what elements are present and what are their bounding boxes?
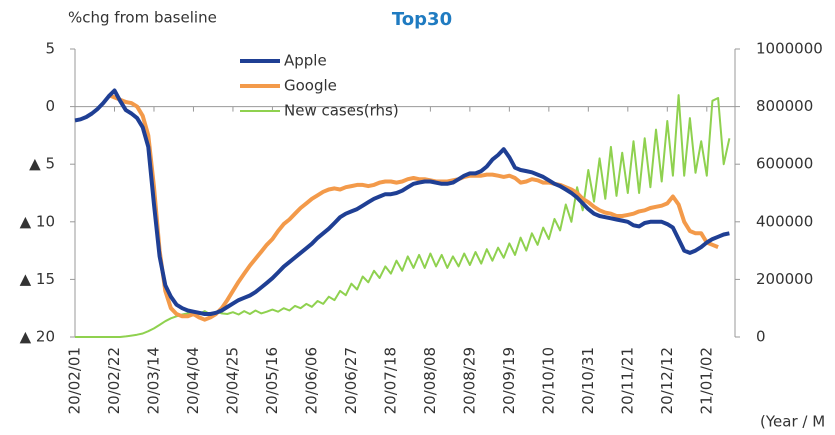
x-tick-label: 20/04/25 (223, 347, 241, 414)
y2-tick-label: 0 (756, 328, 766, 346)
x-tick-label: 20/10/10 (539, 347, 557, 414)
annotation: (Year / M (760, 413, 825, 431)
y-tick-label: ▲ 10 (20, 212, 55, 230)
x-tick-label: 20/08/08 (421, 347, 439, 414)
legend-label: New cases(rhs) (284, 102, 399, 120)
x-tick-label: 20/05/16 (263, 347, 281, 414)
legend-label: Google (284, 77, 337, 95)
y2-tick-label: 200000 (756, 270, 813, 288)
y2-tick-label: 1000000 (756, 40, 823, 58)
x-tick-label: 20/04/04 (184, 347, 202, 414)
y-tick-label: 5 (45, 40, 55, 58)
y2-tick-label: 600000 (756, 155, 813, 173)
chart-title: Top30 (392, 9, 452, 30)
x-tick-label: 20/10/31 (579, 347, 597, 414)
x-tick-label: 20/12/12 (658, 347, 676, 414)
y-axis-title: %chg from baseline (68, 9, 217, 27)
x-tick-label: 20/08/29 (460, 347, 478, 414)
y2-tick-label: 400000 (756, 212, 813, 230)
y-tick-label: ▲ 5 (29, 155, 55, 173)
x-tick-label: 20/06/27 (342, 347, 360, 414)
x-tick-label: 20/09/19 (500, 347, 518, 414)
series-line (108, 93, 719, 322)
series-line (74, 88, 730, 316)
y-tick-label: 0 (45, 97, 55, 115)
x-tick-label: 20/06/06 (302, 347, 320, 414)
x-tick-label: 20/07/18 (381, 347, 399, 414)
legend-label: Apple (284, 52, 327, 70)
x-tick-label: 20/03/14 (144, 347, 162, 414)
x-tick-label: 20/02/01 (66, 347, 84, 414)
series-line (75, 94, 731, 338)
x-tick-label: 20/11/21 (618, 347, 636, 414)
y2-tick-label: 800000 (756, 97, 813, 115)
x-tick-label: 21/01/02 (697, 347, 715, 414)
y-tick-label: ▲ 20 (20, 328, 55, 346)
x-tick-label: 20/02/22 (105, 347, 123, 414)
y-tick-label: ▲ 15 (20, 270, 55, 288)
